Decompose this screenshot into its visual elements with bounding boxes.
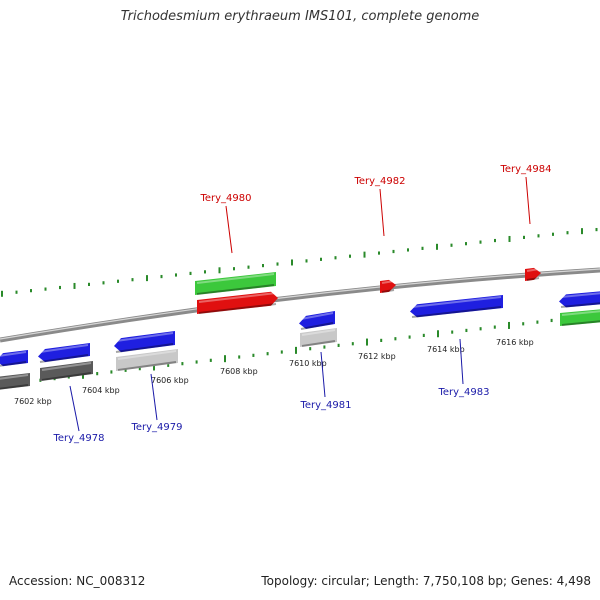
gene-highlight <box>39 344 89 353</box>
label-leader-line <box>459 338 464 385</box>
gene-arrow <box>559 291 600 308</box>
gene-arrow <box>116 349 178 371</box>
gene-shadow <box>39 354 89 363</box>
scale-label: 7614 kbp <box>427 345 465 354</box>
gene-arrow <box>40 361 93 381</box>
gene-arrow <box>0 373 30 390</box>
label-leader-line <box>225 205 233 254</box>
label-leader-line <box>69 385 80 432</box>
gene-arrow <box>525 267 541 281</box>
gene-arrow <box>380 279 396 293</box>
gene-shadow <box>117 361 177 371</box>
gene-highlight <box>381 280 395 284</box>
gene-highlight <box>411 296 502 308</box>
gene-arrow <box>300 328 337 347</box>
label-leader-line <box>320 351 326 398</box>
gene-arrow <box>197 291 278 314</box>
gene-arrow <box>560 309 600 326</box>
scale-label: 7602 kbp <box>14 397 52 406</box>
label-leader-line <box>379 188 385 237</box>
label-leader-line <box>150 373 158 421</box>
label-leader-line <box>525 176 531 225</box>
gene-shadow <box>196 284 275 295</box>
gene-highlight <box>0 374 29 380</box>
gene-highlight <box>561 310 600 316</box>
scale-label: 7612 kbp <box>358 352 396 361</box>
gene-shadow <box>411 306 502 318</box>
gene-highlight <box>300 312 334 320</box>
gene-shadow <box>561 320 600 326</box>
scale-labels: 7602 kbp 7604 kbp 7606 kbp 7608 kbp 7610 kbp… <box>14 338 534 406</box>
gene-highlight <box>301 329 336 336</box>
gene-highlight <box>526 268 540 272</box>
scale-label: 7604 kbp <box>82 386 120 395</box>
gene-shadow <box>0 384 29 390</box>
gene-shadow <box>526 277 540 281</box>
gene-highlight <box>0 351 27 357</box>
gene-highlight <box>115 332 174 342</box>
gene-shadow <box>198 303 277 314</box>
scale-label: 7606 kbp <box>151 376 189 385</box>
accession-text: Accession: NC_008312 <box>9 574 146 588</box>
gene-labels: Tery_4980 Tery_4982 Tery_4984 Tery_4978 Tery… <box>52 164 551 444</box>
gene-label: Tery_4983 <box>437 387 489 398</box>
gene-shadow <box>41 372 92 381</box>
gene-shadow <box>560 302 600 308</box>
gene-arrow <box>410 295 503 318</box>
gene-arrow <box>0 350 28 367</box>
gene-label: Tery_4978 <box>52 433 104 444</box>
gene-arrow <box>195 272 276 295</box>
gene-highlight <box>560 292 600 298</box>
gene-features <box>0 267 600 390</box>
gene-shadow <box>300 322 334 330</box>
gene-shadow <box>115 343 174 353</box>
gene-arrow <box>38 343 90 363</box>
scale-label: 7610 kbp <box>289 359 327 368</box>
gene-shadow <box>301 340 336 347</box>
gene-highlight <box>117 350 177 360</box>
gene-highlight <box>41 362 92 371</box>
gene-highlight <box>196 273 275 284</box>
gene-highlight <box>198 292 277 303</box>
gene-label: Tery_4981 <box>299 400 351 411</box>
outer-tick-track <box>1 227 598 297</box>
scale-label: 7616 kbp <box>496 338 534 347</box>
gene-arrow <box>114 331 175 353</box>
gene-shadow <box>0 361 27 367</box>
gene-label: Tery_4979 <box>130 422 182 433</box>
genome-backbone <box>0 267 600 343</box>
scale-label: 7608 kbp <box>220 367 258 376</box>
gene-arrow <box>299 311 335 329</box>
gene-label: Tery_4982 <box>353 176 405 187</box>
gene-label: Tery_4980 <box>199 193 251 204</box>
gene-shadow <box>381 289 395 293</box>
map-title: Trichodesmium erythraeum IMS101, complet… <box>120 9 480 24</box>
genome-topology-text: Topology: circular; Length: 7,750,108 bp… <box>261 574 591 588</box>
gene-label: Tery_4984 <box>499 164 551 175</box>
